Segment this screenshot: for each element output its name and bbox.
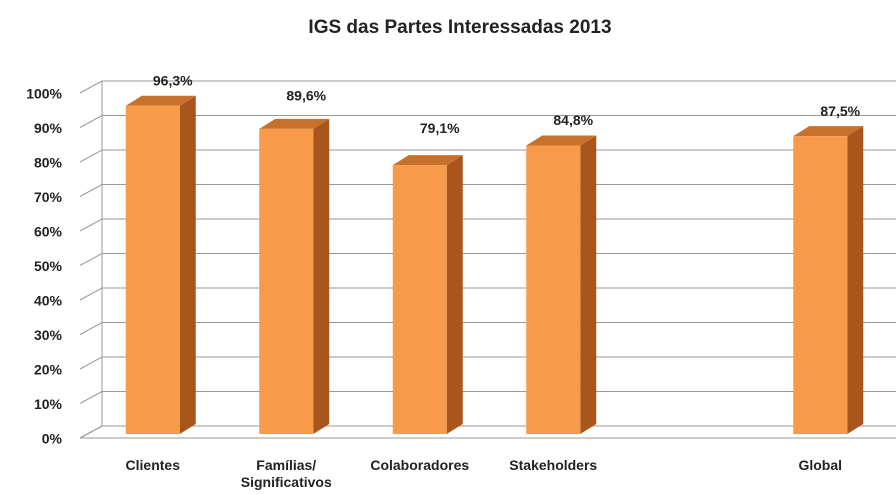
data-label: 89,6% bbox=[286, 88, 326, 104]
grid-line bbox=[79, 80, 896, 94]
x-tick-label: Stakeholders bbox=[509, 457, 598, 473]
y-tick-label: 50% bbox=[34, 258, 63, 274]
bar-face bbox=[125, 105, 180, 434]
bar-face bbox=[125, 95, 196, 106]
grid-line bbox=[79, 184, 896, 197]
x-tick-label: Clientes bbox=[125, 457, 180, 473]
bar-face bbox=[793, 126, 864, 137]
y-tick-label: 30% bbox=[34, 327, 63, 343]
bar-face bbox=[259, 118, 330, 129]
bar-face bbox=[259, 128, 314, 434]
data-label: 96,3% bbox=[153, 72, 193, 88]
y-tick-label: 20% bbox=[34, 362, 63, 378]
y-tick-label: 60% bbox=[34, 224, 63, 240]
grid-line bbox=[79, 115, 896, 128]
grid-line bbox=[79, 218, 896, 232]
data-label: 87,5% bbox=[820, 103, 860, 119]
bar-face bbox=[392, 155, 463, 166]
grid-line bbox=[79, 149, 896, 163]
bar-face bbox=[847, 126, 864, 434]
grid-line bbox=[79, 356, 896, 370]
grid-line bbox=[79, 287, 896, 301]
bar bbox=[526, 135, 597, 434]
grid-line bbox=[79, 425, 896, 439]
bar-face bbox=[526, 145, 581, 434]
grid-line bbox=[79, 322, 896, 335]
y-tick-label: 90% bbox=[34, 120, 63, 136]
grid-line bbox=[79, 391, 896, 404]
grid-line bbox=[79, 253, 896, 266]
bar-face bbox=[313, 118, 330, 434]
bar bbox=[259, 118, 330, 434]
y-tick-label: 0% bbox=[42, 431, 63, 447]
data-label: 84,8% bbox=[553, 112, 593, 128]
bar-face bbox=[793, 136, 848, 434]
x-tick-label: Famílias/ Significativos bbox=[240, 457, 332, 490]
bar bbox=[125, 95, 196, 434]
bar-face bbox=[580, 135, 597, 434]
bar-face bbox=[446, 155, 463, 435]
y-tick-label: 10% bbox=[34, 396, 63, 412]
bar-face bbox=[526, 135, 597, 146]
bar-face bbox=[392, 165, 447, 435]
y-tick-label: 70% bbox=[34, 189, 63, 205]
x-tick-label: Colaboradores bbox=[370, 457, 470, 473]
x-tick-label: Global bbox=[798, 457, 843, 473]
data-label: 79,1% bbox=[420, 120, 460, 136]
bar-face bbox=[179, 95, 196, 434]
y-tick-label: 100% bbox=[26, 86, 62, 102]
chart-title: IGS das Partes Interessadas 2013 bbox=[308, 17, 611, 38]
y-tick-label: 40% bbox=[34, 293, 63, 309]
bar bbox=[793, 126, 864, 434]
bar bbox=[392, 155, 463, 435]
y-tick-label: 80% bbox=[34, 155, 63, 171]
